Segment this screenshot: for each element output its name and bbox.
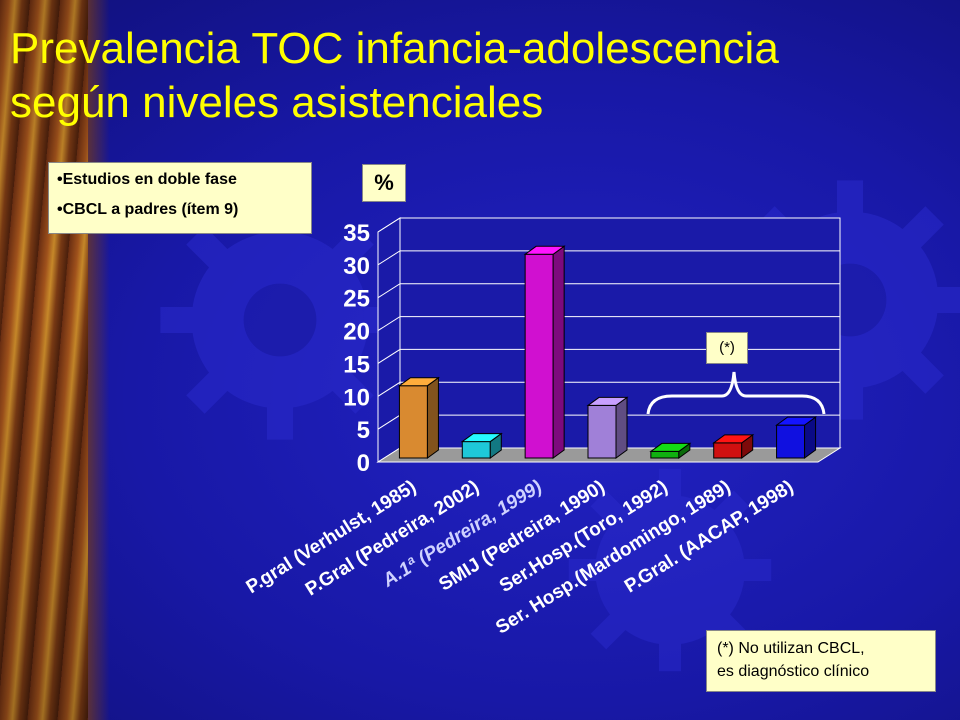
gridline [377, 217, 840, 233]
gridline [377, 316, 840, 331]
bar [397, 376, 440, 459]
bar-top [712, 434, 755, 444]
title-line-1: Prevalencia TOC infancia-adolescencia [10, 24, 779, 73]
y-tick-label: 20 [343, 319, 370, 346]
footnote-line: es diagnóstico clínico [717, 663, 870, 680]
bar-front [776, 424, 806, 459]
y-tick-label: 35 [343, 220, 370, 247]
gridline [377, 283, 840, 299]
note-item: •Estudios en doble fase [57, 171, 237, 188]
bracket-label: (*) [706, 332, 748, 364]
bar-side [552, 245, 565, 459]
y-tick-label: 25 [343, 286, 370, 313]
bar-top [523, 245, 566, 255]
bar [775, 416, 818, 459]
gear-icon [568, 468, 772, 672]
gridline [377, 250, 840, 266]
gridline [377, 381, 840, 397]
gridline [377, 348, 840, 364]
chart-side-wall [377, 217, 401, 463]
y-tick-label: 0 [357, 450, 370, 477]
bar-front [461, 441, 491, 459]
bar-top [460, 433, 503, 443]
notes-box: •Estudios en doble fase •CBCL a padres (… [48, 162, 312, 234]
unit-label: % [362, 164, 406, 202]
bar-top [586, 396, 629, 406]
bar-top [775, 416, 818, 426]
bar-side [615, 396, 628, 459]
bar-front [398, 385, 428, 459]
y-tick-label: 30 [343, 253, 370, 280]
y-tick-label: 10 [343, 384, 370, 411]
chart-x-labels: P.gral (Verhulst, 1985)P.Gral (Pedreira,… [243, 476, 798, 638]
footnote-line: (*) No utilizan CBCL, [717, 640, 865, 657]
chart-y-ticks: 0 5 10 15 20 25 30 35 [343, 220, 370, 477]
title-line-2: según niveles asistenciales [10, 78, 544, 127]
bar-front [713, 442, 743, 459]
y-tick-label: 15 [343, 351, 370, 378]
bar-front [587, 404, 617, 459]
page-title: Prevalencia TOC infancia-adolescencia se… [10, 22, 950, 130]
bar [712, 433, 755, 459]
y-tick-label: 5 [357, 417, 370, 444]
chart-bars [397, 245, 818, 459]
bar-front [650, 450, 680, 459]
bar [649, 442, 692, 459]
bar-top [649, 442, 692, 452]
bar-side [426, 376, 439, 459]
bar [586, 396, 629, 459]
bar [460, 432, 503, 459]
bracket [646, 371, 826, 415]
footnote-box: (*) No utilizan CBCL, es diagnóstico clí… [706, 630, 936, 692]
bar-front [524, 253, 554, 459]
bar-top [397, 377, 440, 387]
bar [523, 245, 566, 459]
note-item: •CBCL a padres (ítem 9) [57, 201, 239, 218]
